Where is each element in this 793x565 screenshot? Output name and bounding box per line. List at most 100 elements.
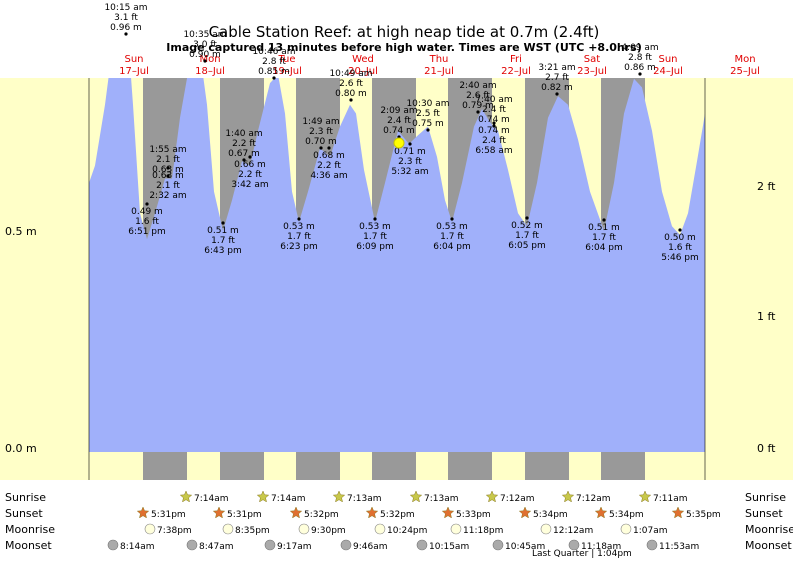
night-band-bottom (143, 453, 187, 480)
tide-time-label: 10:49 am (329, 69, 372, 79)
moonrise-icon (374, 523, 386, 535)
tide-point (145, 202, 149, 206)
tide-ft-label: 1.7 ft (440, 232, 464, 242)
moonrise-row-label-left: Moonrise (5, 523, 55, 536)
day-label-date: 23–Jul (577, 66, 607, 77)
moonset-row-label-right: Moonset (745, 539, 792, 552)
sunrise-time: 7:11am (653, 494, 688, 504)
day-label-date: 22–Jul (501, 66, 531, 77)
tide-m-label: 0.50 m (664, 233, 696, 243)
day-label-date: 24–Jul (653, 66, 683, 77)
moonrise-icon (298, 523, 310, 535)
day-label-date: 20–Jul (348, 66, 378, 77)
tide-m-label: 0.63 m (152, 165, 184, 175)
tide-ft-label: 1.7 ft (363, 232, 387, 242)
tide-m-label: 0.51 m (588, 223, 620, 233)
tide-ft-label: 2.7 ft (545, 73, 569, 83)
night-band-bottom (372, 453, 416, 480)
tide-ft-label: 2.4 ft (482, 136, 506, 146)
moonset-icon (264, 539, 276, 551)
tide-ft-label: 2.3 ft (309, 127, 333, 137)
tide-ft-label: 1.7 ft (515, 231, 539, 241)
tide-time-label: 1:55 am (149, 145, 186, 155)
moonset-row-label-left: Moonset (5, 539, 52, 552)
tide-point (166, 174, 170, 178)
day-label-dow: Mon (199, 54, 220, 65)
moonrise-icon (144, 523, 156, 535)
sunset-icon (441, 506, 455, 519)
y-tick-label-ft-0: 0 ft (757, 442, 776, 455)
tide-time-label: 3:21 am (538, 63, 575, 73)
moonrise-row-label-right: Moonrise (745, 523, 793, 536)
moonset-icon (186, 539, 198, 551)
moonrise-time: 8:35pm (235, 526, 270, 536)
tide-labels: 10:15 am3.1 ft0.96 m1:55 am2.1 ft0.63 m0… (104, 3, 698, 263)
tide-ft-label: 2.6 ft (466, 91, 490, 101)
moonrise-time: 10:24pm (387, 526, 427, 536)
tide-time-label: 6:23 pm (280, 242, 318, 252)
tide-ft-label: 2.1 ft (156, 155, 180, 165)
sunset-time: 5:33pm (456, 510, 491, 520)
sunset-time: 5:35pm (686, 510, 721, 520)
moonset-time: 11:53am (659, 542, 699, 552)
tide-time-label: 10:35 am (183, 30, 226, 40)
tide-m-label: 0.96 m (110, 23, 142, 33)
tide-m-label: 0.80 m (335, 89, 367, 99)
tide-ft-label: 2.5 ft (416, 109, 440, 119)
tide-ft-label: 2.2 ft (232, 139, 256, 149)
right-margin (705, 78, 793, 480)
tide-ft-label: 2.4 ft (387, 116, 411, 126)
y-tick-label-ft-2: 2 ft (757, 180, 776, 193)
moonset-time: 9:46am (353, 542, 388, 552)
moonset-icon (416, 539, 428, 551)
moonrise-icon (450, 523, 462, 535)
y-tick-label-m-1: 0.5 m (5, 225, 37, 238)
moonrise-time: 11:18pm (463, 526, 503, 536)
tide-ft-label: 2.4 ft (482, 105, 506, 115)
day-label-dow: Tue (277, 54, 295, 65)
tide-point (525, 216, 529, 220)
tide-point (248, 155, 252, 159)
y-tick-label-m-0: 0.0 m (5, 442, 37, 455)
tide-time-label: 2:40 am (459, 81, 496, 91)
sunrise-icon (256, 490, 270, 503)
tide-point (221, 221, 225, 225)
moonset-time: 9:17am (277, 542, 312, 552)
tide-m-label: 0.74 m (478, 115, 510, 125)
sunrise-icon (485, 490, 499, 503)
sunset-icon (594, 506, 608, 519)
sunrise-icon (332, 490, 346, 503)
tide-point (349, 98, 353, 102)
sunset-icon (518, 506, 532, 519)
tide-ft-label: 1.7 ft (287, 232, 311, 242)
tide-ft-label: 1.6 ft (135, 217, 159, 227)
tide-m-label: 0.53 m (359, 222, 391, 232)
tide-point (492, 121, 496, 125)
night-band-bottom (220, 453, 264, 480)
tide-m-label: 0.74 m (383, 126, 415, 136)
tide-m-label: 0.63 m (152, 171, 184, 181)
tide-time-label: 6:51 pm (128, 227, 166, 237)
tide-point (297, 217, 301, 221)
tide-m-label: 0.70 m (305, 137, 337, 147)
sunset-time: 5:32pm (380, 510, 415, 520)
tide-ft-label: 2.6 ft (339, 79, 363, 89)
sunset-time: 5:32pm (304, 510, 339, 520)
day-label-dow: Sun (124, 54, 143, 65)
tide-time-label: 6:09 pm (356, 242, 394, 252)
sunrise-time: 7:14am (271, 494, 306, 504)
moonrise-time: 1:07am (633, 526, 668, 536)
day-label-date: 18–Jul (195, 66, 225, 77)
moonrise-time: 9:30pm (311, 526, 346, 536)
tide-m-label: 0.68 m (313, 151, 345, 161)
tide-time-label: 6:04 pm (585, 243, 623, 253)
tide-point (476, 110, 480, 114)
moonrise-time: 7:38pm (157, 526, 192, 536)
day-label-dow: Sun (658, 54, 677, 65)
moonrise-icon (540, 523, 552, 535)
sunrise-icon (409, 490, 423, 503)
tide-time-label: 10:15 am (104, 3, 147, 13)
tide-time-label: 5:46 pm (661, 253, 699, 263)
sunrise-icon (179, 490, 193, 503)
